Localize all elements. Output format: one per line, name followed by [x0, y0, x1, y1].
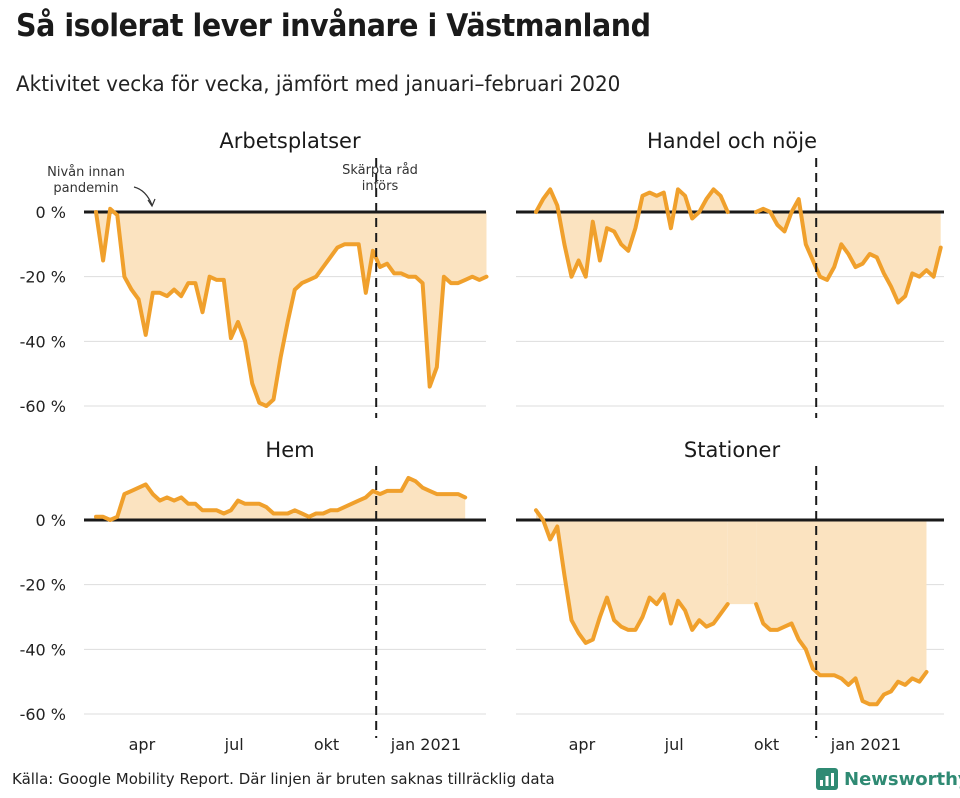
y-tick-label: 0 % [36, 203, 66, 222]
brand-logo: Newsworthy [816, 768, 960, 790]
annotation-pre-pandemic: pandemin [53, 181, 118, 196]
y-tick-label: -40 % [20, 332, 66, 351]
y-tick-label: -40 % [20, 640, 66, 659]
x-tick-label: apr [129, 735, 156, 754]
annotation-stricter-advice: Skärpta råd [342, 163, 418, 178]
area-fill [756, 520, 927, 705]
panel-1: Arbetsplatser 0 % -20 % -40 % -60 % Nivån inn… [20, 129, 489, 418]
x-tick-label: jul [664, 735, 684, 754]
panel-2: Handel och nöje [516, 129, 944, 418]
x-tick-label: jan 2021 [830, 735, 901, 754]
y-tick-label: -20 % [20, 268, 66, 287]
series-line [754, 602, 929, 707]
series-line [754, 197, 943, 305]
area-gap-fill [727, 520, 757, 605]
series-line [94, 206, 489, 408]
y-tick-label: -60 % [20, 705, 66, 724]
panel-4: Stationer apr jul okt jan 2021 [516, 438, 944, 754]
x-tick-label: jul [224, 735, 244, 754]
area-fill [96, 478, 466, 520]
newsworthy-logo-icon [816, 768, 838, 790]
y-tick-label: -60 % [20, 397, 66, 416]
annotation-stricter-advice: införs [362, 179, 399, 194]
panel-3: Hem 0 % -20 % -40 % -60 % apr jul okt jan 2021 [20, 438, 486, 754]
area-fill [96, 208, 487, 406]
brand-name: Newsworthy [844, 768, 960, 790]
panel-title: Arbetsplatser [219, 129, 361, 153]
x-tick-label: jan 2021 [390, 735, 461, 754]
chart-title: Så isolerat lever invånare i Västmanland [16, 8, 651, 44]
panel-title: Handel och nöje [647, 129, 817, 153]
y-tick-label: 0 % [36, 511, 66, 530]
y-tick-label: -20 % [20, 576, 66, 595]
x-tick-label: okt [754, 735, 779, 754]
series-line [94, 476, 468, 522]
series-line [534, 187, 730, 279]
panel-title: Hem [265, 438, 314, 462]
x-tick-label: okt [314, 735, 339, 754]
panel-title: Stationer [684, 438, 781, 462]
annotation-pre-pandemic: Nivån innan [47, 165, 125, 180]
area-fill [536, 510, 728, 643]
series-line [534, 508, 730, 645]
source-note: Källa: Google Mobility Report. Där linje… [12, 770, 555, 788]
x-tick-label: apr [569, 735, 596, 754]
annotation-arrow-head [147, 198, 156, 208]
chart-subtitle: Aktivitet vecka för vecka, jämfört med j… [16, 72, 621, 96]
annotation-arrow [133, 186, 153, 206]
